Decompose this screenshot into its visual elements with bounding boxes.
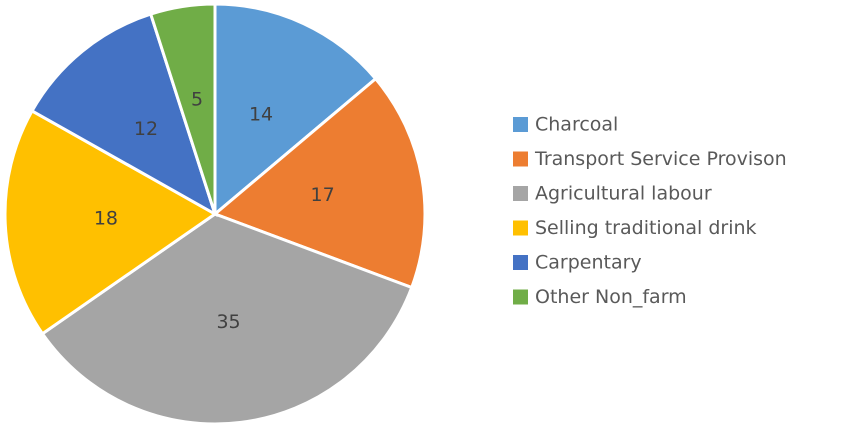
legend-swatch: [513, 289, 528, 305]
legend-swatch: [513, 186, 528, 201]
data-label: 35: [216, 311, 240, 333]
data-label: 14: [249, 103, 273, 125]
legend-label: Charcoal: [535, 114, 618, 136]
legend-label: Carpentary: [535, 252, 642, 274]
data-label: 5: [191, 88, 203, 110]
data-label: 17: [311, 184, 335, 206]
pie-slice: [212, 76, 427, 290]
pie-slice: [213, 2, 378, 218]
legend-swatch: [513, 151, 528, 167]
pie-slice: [3, 108, 218, 336]
legend-label: Selling traditional drink: [535, 217, 757, 239]
pie-slice: [40, 212, 414, 426]
legend-swatch: [513, 117, 528, 132]
pie-slice: [30, 12, 218, 218]
data-label: 18: [94, 208, 118, 230]
data-label: 12: [134, 118, 158, 140]
legend-swatch: [513, 220, 528, 236]
pie-slice: [148, 2, 217, 215]
legend-label: Other Non_farm: [535, 286, 687, 308]
legend-swatch: [513, 255, 528, 270]
legend-label: Transport Service Provison: [534, 148, 787, 170]
legend-label: Agricultural labour: [535, 183, 712, 205]
